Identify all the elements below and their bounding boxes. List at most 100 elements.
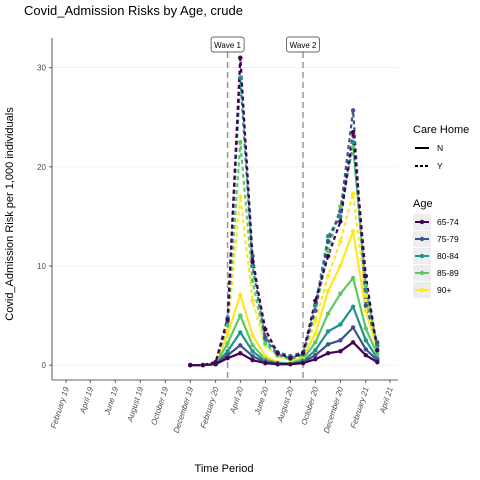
chart-title: Covid_Admission Risks by Age, crude (24, 3, 243, 18)
data-point-90+-Y (313, 318, 318, 323)
data-point-80-84-N (250, 349, 255, 354)
legend: Care Home NY Age 65-74 75-79 80-84 85-89 90+ (413, 124, 469, 298)
data-point-80-84-Y (250, 263, 255, 269)
data-point-85-89-N (350, 275, 356, 281)
series-line-75-79-Y (190, 56, 379, 367)
data-point-85-89-Y (363, 283, 369, 289)
data-point-90+-Y (250, 298, 255, 303)
data-point-65-74-N (313, 356, 318, 362)
wave-label: Wave 1 (214, 41, 241, 50)
data-point-75-79-N (325, 342, 331, 347)
data-point-85-89-N (250, 343, 255, 348)
legend-title-care-home: Care Home (413, 124, 469, 136)
data-point-65-74-Y (200, 362, 206, 368)
data-point-85-89-Y (350, 144, 356, 150)
data-point-75-79-Y (375, 340, 380, 345)
data-point-65-74-Y (263, 327, 268, 332)
series-line-90+-Y (190, 192, 379, 367)
legend-key-point (419, 219, 425, 225)
data-point-85-89-N (363, 326, 369, 331)
data-point-90+-N (338, 263, 343, 269)
data-point-75-79-N (363, 347, 369, 352)
x-axis-title: Time Period (195, 463, 254, 475)
legend-label-age: 85-89 (437, 268, 459, 278)
data-point-65-74-Y (238, 55, 243, 61)
data-point-65-74-N (250, 357, 255, 363)
data-point-75-79-N (350, 325, 356, 330)
legend-key-point (419, 236, 425, 242)
data-point-75-79-Y (363, 303, 369, 308)
x-tick-label: October 20 (299, 385, 320, 426)
y-tick-label: 30 (37, 64, 46, 73)
legend-label-care-home: N (437, 143, 443, 153)
x-tick-label: August 19 (125, 385, 145, 424)
x-tick-label: February 19 (49, 385, 71, 429)
data-point-85-89-N (325, 311, 331, 316)
x-tick-label: February 21 (349, 386, 371, 430)
data-point-80-84-N (350, 304, 356, 309)
data-point-80-84-Y (363, 288, 369, 293)
data-point-75-79-Y (350, 108, 356, 113)
data-point-85-89-N (338, 291, 343, 296)
data-point-90+-N (313, 331, 318, 336)
data-point-75-79-Y (338, 209, 343, 214)
x-tick-label: June 19 (102, 385, 120, 416)
data-point-85-89-Y (250, 278, 255, 284)
data-point-90+-Y (225, 328, 230, 333)
data-point-65-74-Y (325, 253, 331, 259)
data-point-90+-Y (350, 191, 356, 196)
legend-label-age: 65-74 (437, 217, 459, 227)
x-tick-label: August 20 (275, 385, 295, 424)
data-point-85-89-Y (238, 139, 243, 145)
wave-annotations: Wave 1 Wave 2 (210, 36, 320, 380)
legend-title-age: Age (413, 198, 433, 210)
legend-key-point (419, 253, 425, 259)
data-point-90+-Y (338, 239, 343, 244)
data-point-65-74-N (288, 361, 293, 367)
data-point-80-84-N (238, 330, 243, 335)
data-point-85-89-Y (225, 323, 230, 328)
data-point-65-74-Y (313, 298, 318, 303)
axes: 0 10 20 30 February 19 April 19 June 19 August … (37, 38, 398, 434)
data-point-65-74-N (375, 359, 380, 365)
data-point-90+-Y (363, 293, 369, 298)
data-point-65-74-Y (375, 348, 380, 353)
data-point-75-79-N (250, 354, 255, 359)
x-tick-label: December 19 (172, 385, 196, 434)
data-point-65-74-N (263, 360, 268, 366)
series-lines (190, 56, 379, 367)
data-point-65-74-N (225, 355, 230, 361)
data-point-65-74-N (338, 349, 343, 354)
data-point-75-79-N (313, 353, 318, 358)
data-point-65-74-N (350, 340, 356, 345)
data-point-90+-N (325, 288, 331, 293)
data-point-90+-N (238, 292, 243, 297)
wave-label: Wave 2 (290, 41, 317, 50)
data-point-65-74-N (325, 351, 331, 356)
data-point-65-74-N (275, 361, 280, 367)
data-point-65-74-N (238, 351, 243, 356)
data-point-80-84-N (325, 329, 331, 334)
series-points (188, 55, 380, 368)
data-point-65-74-Y (213, 359, 218, 365)
data-point-65-74-N (300, 360, 306, 366)
legend-key-point (419, 270, 425, 276)
data-point-75-79-N (338, 338, 343, 343)
data-point-80-84-N (363, 338, 369, 343)
data-point-65-74-Y (363, 273, 369, 279)
data-point-75-79-N (238, 343, 243, 348)
data-point-85-89-Y (338, 204, 343, 209)
data-point-80-84-N (313, 348, 318, 353)
data-point-65-74-Y (188, 362, 193, 368)
data-point-85-89-N (238, 313, 243, 318)
legend-label-age: 75-79 (437, 234, 459, 244)
data-point-65-74-Y (300, 351, 306, 356)
data-point-75-79-Y (250, 253, 255, 259)
data-point-65-74-Y (350, 129, 356, 135)
data-point-80-84-Y (313, 303, 318, 308)
x-tick-label: February 20 (199, 385, 221, 429)
y-axis-title: Covid_Admission Risk per 1,000 individua… (4, 107, 16, 321)
legend-key-point (419, 287, 425, 293)
data-point-75-79-Y (325, 239, 331, 244)
data-point-75-79-Y (313, 308, 318, 313)
